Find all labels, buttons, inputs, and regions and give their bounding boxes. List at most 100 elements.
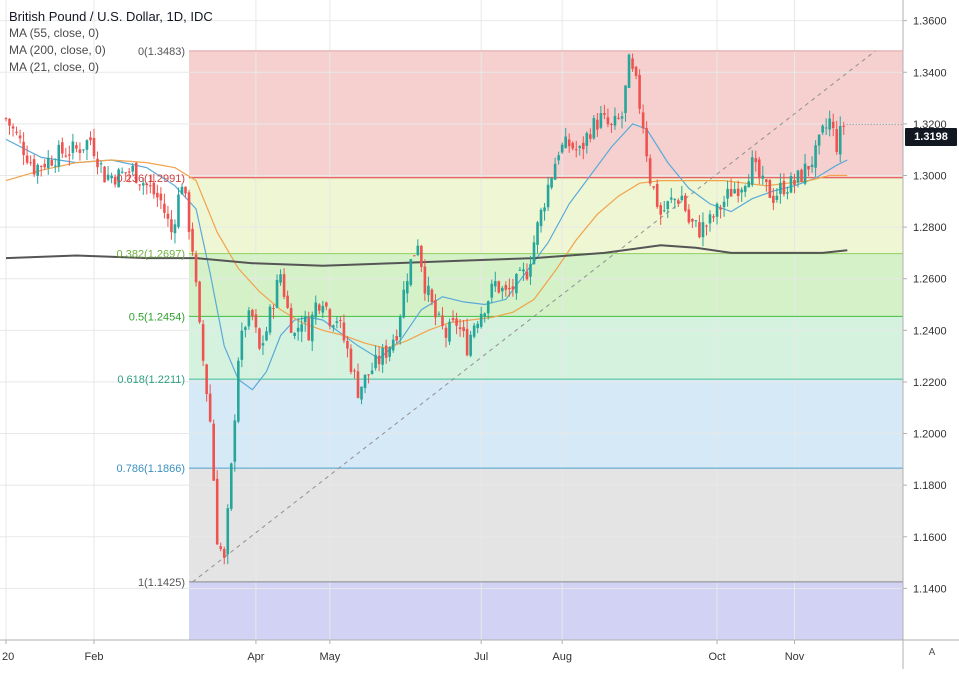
candle-body [384,345,388,358]
y-tick-label: 1.1600 [913,532,947,544]
candle-body [613,115,617,126]
candle-body [187,192,191,232]
candle-body [782,180,786,195]
candle-body [159,193,163,201]
candle-body [574,149,578,151]
candle-body [444,327,448,338]
candle-body [666,201,670,210]
candle-body [789,176,793,193]
y-tick-label: 1.3200 [913,119,947,131]
candle-body [768,180,772,198]
fib-level-label: 0.786(1.1866) [117,463,186,475]
candle-body [61,142,64,154]
candle-body [659,205,663,215]
candle-body [504,285,508,290]
candle-body [543,207,546,212]
candle-body [22,141,25,156]
candle-body [53,165,57,167]
candle-body [398,316,402,338]
candle-body [821,125,824,133]
candle-body [420,245,423,268]
chart-legend: British Pound / U.S. Dollar, 1D, IDC MA … [9,8,213,76]
candle-body [687,209,691,223]
candle-body [508,287,511,290]
candle-body [120,171,124,173]
candle-body [279,274,282,283]
candle-body [775,195,779,200]
x-tick-label: Aug [552,651,572,663]
candle-body [170,219,173,233]
candle-body [32,159,36,175]
candle-body [251,309,254,317]
candle-body [29,162,32,164]
candle-body [694,220,698,222]
candle-body [50,160,54,166]
candle-body [465,328,469,356]
candle-body [701,222,705,238]
candle-body [244,327,247,331]
candle-body [638,74,641,109]
candle-body [490,283,494,298]
fib-band [189,581,904,640]
candle-body [8,118,11,126]
candle-body [522,269,525,272]
candle-body [765,179,768,183]
candle-body [539,209,543,227]
candle-body [325,302,328,307]
candle-body [191,228,194,252]
candle-body [96,158,99,168]
candle-body [342,322,346,341]
candle-body [138,184,142,186]
current-price-badge: 1.3198 [905,128,957,146]
candle-body [708,214,712,224]
candle-body [652,186,655,188]
candle-body [222,548,226,558]
candle-body [698,222,701,238]
auto-scale-button[interactable]: A [928,647,936,658]
candle-body [198,281,201,323]
candle-body [405,281,409,294]
x-tick-label: May [319,651,340,663]
candle-body [409,259,413,285]
candlesticks [4,53,846,565]
candle-body [807,165,810,170]
candle-body [314,302,318,318]
candle-body [370,370,374,374]
candle-body [423,266,427,294]
candle-body [567,139,571,147]
candle-body [152,182,156,195]
candle-body [828,118,831,130]
candle-body [673,199,677,201]
candle-body [518,269,522,271]
ma-line [5,244,848,267]
candle-body [497,281,501,293]
candle-body [779,182,782,194]
candle-body [39,165,43,167]
candle-body [64,155,68,157]
y-tick-label: 1.2600 [913,274,947,286]
candle-body [4,118,8,120]
candle-body [786,192,789,194]
candle-body [634,66,638,76]
candle-body [117,169,120,188]
candle-body [261,343,265,346]
candle-body [124,172,127,174]
candle-body [479,313,483,327]
candle-body [515,273,518,294]
candle-body [381,347,384,365]
candle-body [617,117,620,119]
candle-body [624,85,627,114]
candle-body [722,201,726,208]
candle-body [750,157,754,185]
y-axis-tick-labels: 1.3600 1.3400 1.3200 1.3000 1.2800 1.2600 1.24… [903,16,947,595]
candle-body [413,255,416,257]
candle-body [677,200,680,204]
candle-body [272,307,275,309]
candle-body [131,165,135,172]
candle-body [282,274,286,297]
fib-band [189,253,904,317]
candle-body [525,271,529,280]
candle-body [173,224,177,234]
